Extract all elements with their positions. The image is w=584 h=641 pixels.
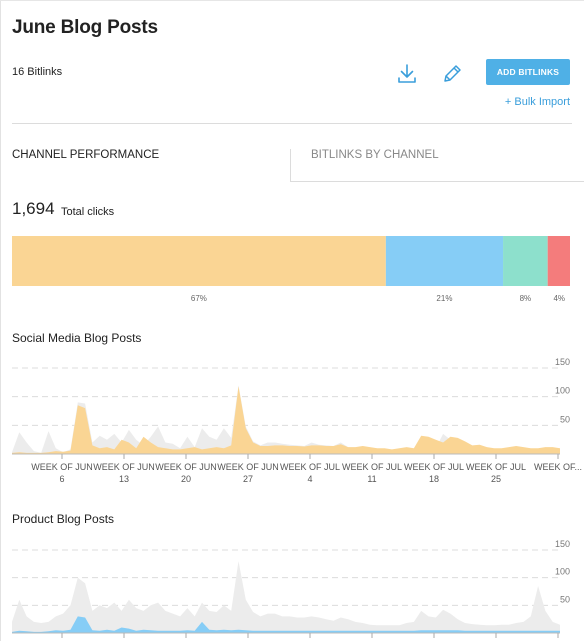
product-chart: 50 100 150 xyxy=(12,539,570,638)
x-tick-label: WEEK OF JUN xyxy=(155,462,217,472)
tab-underline xyxy=(290,181,584,182)
total-clicks-label: Total clicks xyxy=(61,206,115,218)
x-tick-sublabel: 27 xyxy=(243,474,253,484)
x-tick-label: WEEK OF JUN xyxy=(31,462,93,472)
product-chart-title: Product Blog Posts xyxy=(12,512,115,526)
channel-segment[interactable] xyxy=(547,236,570,286)
y-tick-label: 50 xyxy=(560,594,570,604)
x-tick-sublabel: 6 xyxy=(59,474,64,484)
download-button[interactable] xyxy=(395,62,419,86)
channel-segment[interactable] xyxy=(503,236,548,286)
tab-channel-performance[interactable]: CHANNEL PERFORMANCE xyxy=(12,149,160,161)
y-tick-label: 150 xyxy=(555,539,570,549)
series-area xyxy=(12,385,560,454)
x-tick-label: WEEK OF JUL xyxy=(342,462,402,472)
page-edge xyxy=(0,0,1,641)
x-tick-sublabel: 18 xyxy=(429,474,439,484)
y-tick-label: 50 xyxy=(560,414,570,424)
x-tick-sublabel: 25 xyxy=(491,474,501,484)
social-media-chart: 50 100 150 WEEK OF JUN 6 WEEK OF JUN 13 WEEK OF… xyxy=(12,357,582,484)
bulk-import-link[interactable]: + Bulk Import xyxy=(504,96,570,108)
page-title: June Blog Posts xyxy=(12,17,158,38)
channel-segment[interactable] xyxy=(12,236,386,286)
series-area xyxy=(12,386,560,454)
add-bitlinks-button[interactable]: ADD BITLINKS xyxy=(486,59,570,85)
x-tick-sublabel: 20 xyxy=(181,474,191,484)
channel-percent-label: 4% xyxy=(553,294,565,303)
top-border xyxy=(0,0,584,1)
channel-segment[interactable] xyxy=(385,236,504,286)
tab-divider xyxy=(290,149,291,181)
channel-percent-label: 8% xyxy=(519,294,532,303)
bitlink-count: 16 Bitlinks xyxy=(12,66,63,78)
x-tick-label: WEEK OF JUN xyxy=(217,462,279,472)
pencil-icon xyxy=(444,65,461,82)
y-tick-label: 100 xyxy=(555,386,570,396)
download-icon xyxy=(398,64,416,83)
x-tick-sublabel: 4 xyxy=(307,474,312,484)
channel-percent-label: 67% xyxy=(190,294,207,303)
x-tick-sublabel: 11 xyxy=(367,474,376,484)
edit-button[interactable] xyxy=(440,62,464,86)
social-chart-title: Social Media Blog Posts xyxy=(12,331,142,345)
total-clicks-value: 1,694 xyxy=(12,199,55,218)
channel-percent-label: 21% xyxy=(436,294,453,303)
x-tick-sublabel: 13 xyxy=(119,474,129,484)
series-area xyxy=(12,561,560,633)
x-tick-label: WEEK OF JUL xyxy=(404,462,464,472)
y-tick-label: 150 xyxy=(555,357,570,367)
x-tick-label: WEEK OF... xyxy=(534,462,582,472)
x-tick-label: WEEK OF JUL xyxy=(466,462,526,472)
y-tick-label: 100 xyxy=(555,567,570,577)
header-divider xyxy=(12,123,572,124)
x-tick-label: WEEK OF JUL xyxy=(280,462,340,472)
series-area xyxy=(12,616,560,633)
channel-share-bar xyxy=(12,236,570,286)
x-tick-label: WEEK OF JUN xyxy=(93,462,155,472)
tab-bitlinks-by-channel[interactable]: BITLINKS BY CHANNEL xyxy=(311,149,439,161)
